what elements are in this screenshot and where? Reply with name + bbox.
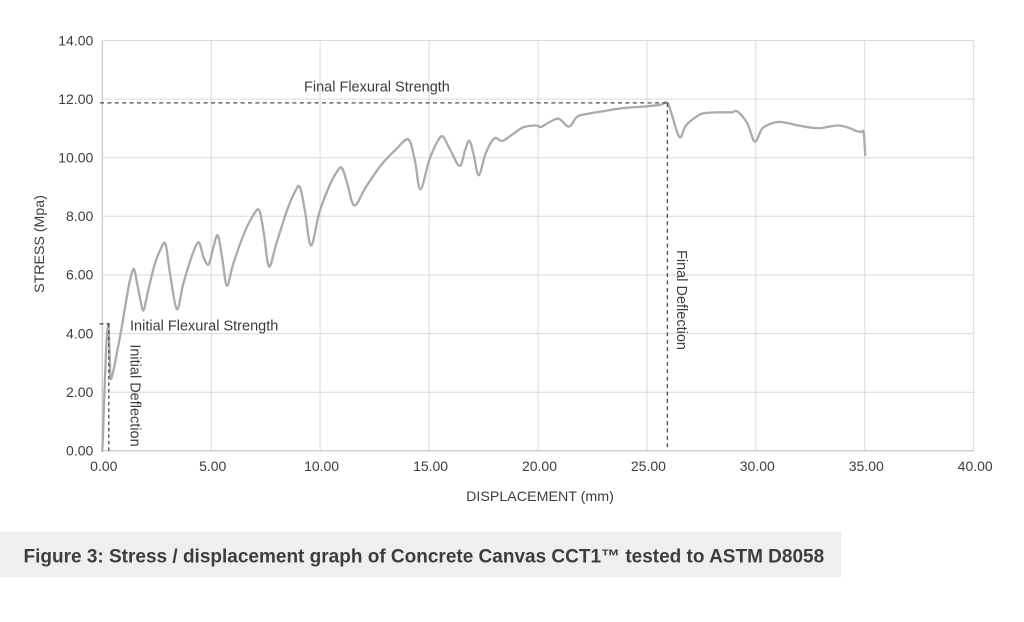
svg-text:12.00: 12.00 xyxy=(58,91,93,107)
svg-text:0.00: 0.00 xyxy=(66,443,93,459)
svg-text:20.00: 20.00 xyxy=(522,458,557,474)
svg-text:8.00: 8.00 xyxy=(66,208,93,224)
svg-text:STRESS (Mpa): STRESS (Mpa) xyxy=(32,195,48,293)
svg-text:14.00: 14.00 xyxy=(58,32,93,48)
svg-text:10.00: 10.00 xyxy=(58,150,93,166)
svg-text:Final Flexural Strength: Final Flexural Strength xyxy=(304,80,450,96)
svg-text:2.00: 2.00 xyxy=(66,384,93,400)
svg-text:5.00: 5.00 xyxy=(199,458,226,474)
svg-text:15.00: 15.00 xyxy=(413,458,448,474)
svg-text:0.00: 0.00 xyxy=(90,458,117,474)
svg-text:Final Deflection: Final Deflection xyxy=(673,250,689,350)
svg-text:4.00: 4.00 xyxy=(66,325,93,341)
svg-text:Initial Flexural Strength: Initial Flexural Strength xyxy=(130,319,278,335)
svg-text:30.00: 30.00 xyxy=(740,458,775,474)
svg-text:Figure 3: Stress / displacemen: Figure 3: Stress / displacement graph of… xyxy=(24,547,825,568)
svg-text:35.00: 35.00 xyxy=(849,458,884,474)
svg-text:DISPLACEMENT (mm): DISPLACEMENT (mm) xyxy=(466,489,614,505)
svg-text:10.00: 10.00 xyxy=(304,458,339,474)
svg-text:6.00: 6.00 xyxy=(66,267,93,283)
svg-text:40.00: 40.00 xyxy=(958,458,993,474)
svg-text:25.00: 25.00 xyxy=(631,458,666,474)
svg-text:Initial Deflection: Initial Deflection xyxy=(126,344,142,446)
